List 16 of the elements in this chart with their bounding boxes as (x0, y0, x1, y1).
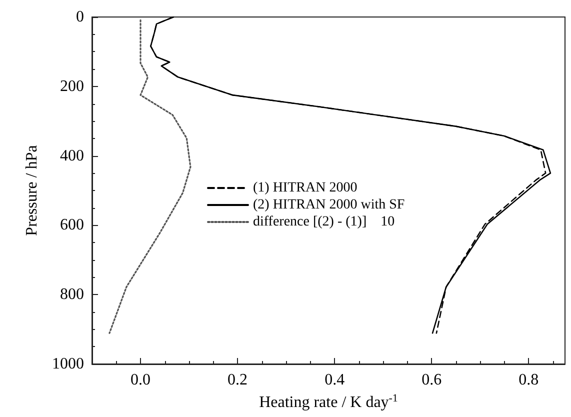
legend-label: difference [(2) - (1)] 10 (253, 214, 395, 230)
x-tick-label: 0.4 (324, 372, 345, 388)
x-tick-label: 0.8 (518, 372, 539, 388)
y-tick-label: 0 (76, 8, 84, 26)
y-tick-label: 1000 (52, 356, 84, 372)
legend-label: (1) HITRAN 2000 (253, 180, 358, 196)
y-tick-label: 800 (60, 286, 84, 304)
x-tick-label: 0.0 (130, 372, 151, 388)
x-tick-label: 0.6 (422, 372, 442, 388)
y-tick-label: 200 (60, 78, 84, 95)
legend-label: (2) HITRAN 2000 with SF (253, 198, 405, 212)
line-series (108, 19, 192, 334)
y-tick-label: 600 (60, 216, 84, 234)
x-tick-label: 0.2 (228, 372, 248, 388)
y-tick-label: 400 (60, 147, 84, 164)
y-axis-title: Pressure / hPa (24, 145, 40, 236)
